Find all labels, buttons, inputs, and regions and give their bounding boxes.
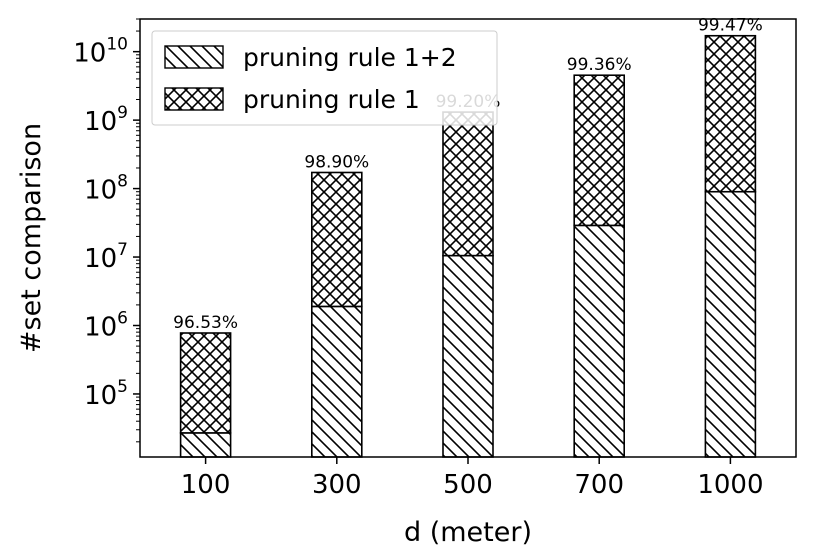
- bar-pruning-rule-1-2-300: [310, 305, 363, 458]
- y-tick-label-9: 109: [84, 103, 128, 137]
- data-label-300: 98.90%: [304, 152, 369, 172]
- legend-label-pruning-rule-1: pruning rule 1: [243, 85, 420, 114]
- x-tick-label-1000: 1000: [697, 470, 763, 500]
- bar-pruning-rule-1-100: [179, 332, 232, 434]
- legend-swatch-pruning-rule-1: [164, 87, 224, 111]
- x-axis: 100 300 500 700 1000: [181, 457, 763, 500]
- legend-label-pruning-rule-1-2: pruning rule 1+2: [243, 43, 457, 72]
- y-tick-label-8: 108: [84, 172, 128, 206]
- data-label-100: 96.53%: [173, 313, 238, 333]
- x-tick-label-300: 300: [312, 470, 362, 500]
- bar-pruning-rule-1-2-1000: [704, 190, 757, 458]
- y-axis: 105 106 107 108 109 1010: [73, 18, 140, 443]
- y-tick-label-6: 106: [84, 309, 128, 343]
- bars-layer: [179, 34, 757, 458]
- bar-pruning-rule-1-2-500: [442, 254, 494, 458]
- x-tick-label-500: 500: [443, 470, 493, 500]
- bar-pruning-rule-1-700: [573, 74, 626, 227]
- x-tick-label-100: 100: [181, 470, 231, 500]
- bar-pruning-rule-1-500: [442, 111, 494, 257]
- x-tick-label-700: 700: [574, 470, 624, 500]
- y-axis-label: #set comparison: [16, 123, 47, 353]
- x-axis-label: d (meter): [404, 517, 532, 548]
- bar-pruning-rule-1-2-100: [179, 432, 232, 458]
- y-tick-label-5: 105: [84, 377, 128, 411]
- data-label-700: 99.36%: [567, 55, 632, 75]
- bar-pruning-rule-1-1000: [704, 34, 757, 193]
- bar-pruning-rule-1-2-700: [573, 224, 626, 458]
- y-tick-label-7: 107: [84, 240, 128, 274]
- bar-pruning-rule-1-300: [310, 171, 363, 308]
- legend-swatch-pruning-rule-1-2: [164, 45, 224, 69]
- y-tick-label-10: 1010: [73, 35, 128, 69]
- legend: pruning rule 1+2 pruning rule 1: [151, 30, 498, 126]
- data-label-1000: 99.47%: [698, 16, 763, 36]
- legend-box: [151, 30, 498, 126]
